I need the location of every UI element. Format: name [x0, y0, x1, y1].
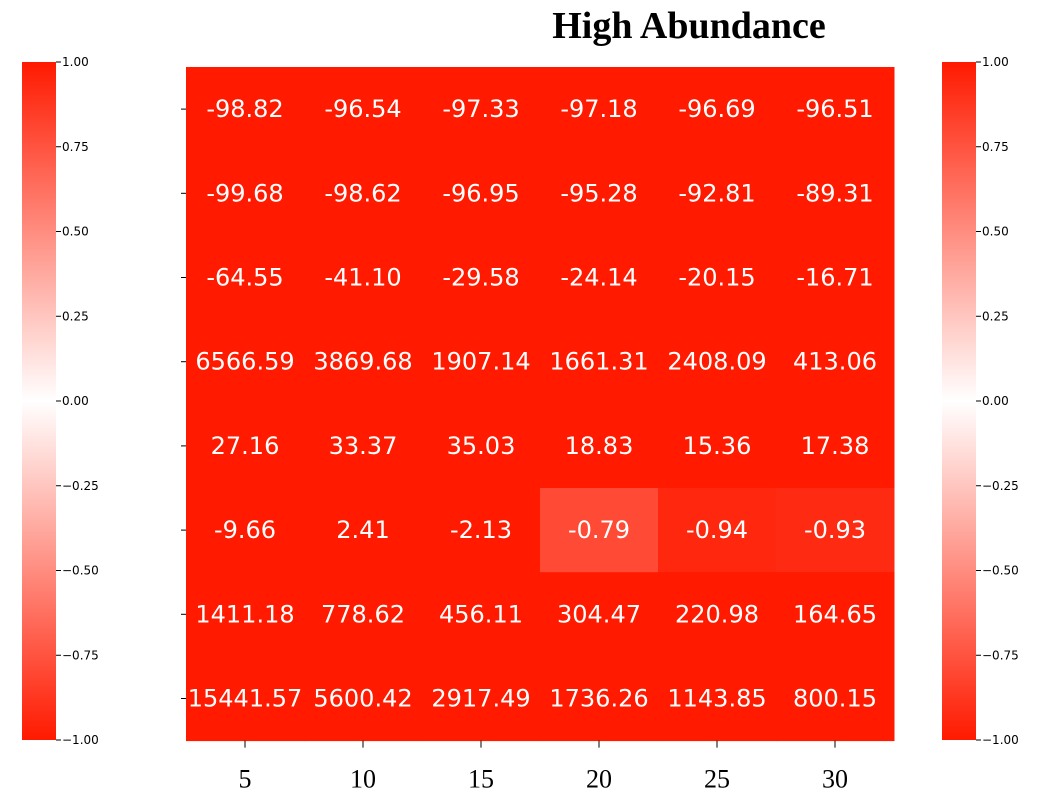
cell-value-label: -96.54: [324, 95, 401, 123]
colorbar-tick-label: 0.25: [982, 309, 1009, 323]
x-tick-label: 15: [468, 765, 494, 794]
cell-value-label: 35.03: [447, 432, 516, 460]
cell-value-label: 164.65: [793, 600, 877, 628]
x-tick-label: 25: [704, 765, 730, 794]
cell-value-label: -98.62: [324, 179, 401, 207]
cell-value-label: -92.81: [678, 179, 755, 207]
x-tick-label: 20: [586, 765, 612, 794]
cell-value-label: -97.18: [560, 95, 637, 123]
colorbar-tick-label: 0.50: [982, 225, 1009, 239]
x-tick-label: 10: [350, 765, 376, 794]
cell-value-label: -89.31: [796, 179, 873, 207]
colorbar-tick-label: 0.75: [982, 140, 1009, 154]
cell-value-label: -99.68: [206, 179, 283, 207]
cell-value-label: 800.15: [793, 685, 877, 713]
cell-value-label: -24.14: [560, 264, 637, 292]
cell-value-label: 2917.49: [431, 685, 530, 713]
cell-value-label: -98.82: [206, 95, 283, 123]
cell-value-label: 2408.09: [667, 348, 766, 376]
cell-value-label: -95.28: [560, 179, 637, 207]
cell-value-label: -97.33: [442, 95, 519, 123]
colorbar-tick-label: −0.75: [982, 648, 1019, 662]
cell-value-label: 6566.59: [195, 348, 294, 376]
chart-title: High Abundance: [552, 5, 826, 47]
cell-value-label: -20.15: [678, 264, 755, 292]
colorbar-tick-label: −0.25: [62, 479, 99, 493]
cell-value-label: 1411.18: [195, 600, 294, 628]
colorbar-tick-label: 0.00: [62, 394, 89, 408]
cell-value-label: -96.69: [678, 95, 755, 123]
cell-value-label: 3869.68: [313, 348, 412, 376]
cell-value-label: 27.16: [211, 432, 280, 460]
cell-value-label: 15441.57: [188, 685, 303, 713]
cell-value-label: 304.47: [557, 600, 641, 628]
colorbar-tick-label: −1.00: [62, 733, 99, 747]
cell-value-label: -2.13: [450, 516, 512, 544]
cell-value-label: 778.62: [321, 600, 405, 628]
colorbar-tick-label: −0.75: [62, 648, 99, 662]
cell-value-label: 413.06: [793, 348, 877, 376]
colorbar-tick-label: −0.50: [982, 564, 1019, 578]
cell-value-label: 5600.42: [313, 685, 412, 713]
cell-value-label: -0.94: [686, 516, 748, 544]
cell-value-label: 456.11: [439, 600, 523, 628]
colorbar-right: 1.00 0.75 0.50 0.25 0.00 −0.25 −0.50 −0.75 −1.00: [942, 55, 1019, 747]
x-tick-label: 30: [822, 765, 848, 794]
heatmap-grid: -98.82 -96.54 -97.33 -97.18 -96.69 -96.51 -99.…: [181, 67, 895, 741]
cell-value-label: 1736.26: [549, 685, 648, 713]
colorbar-tick-label: −1.00: [982, 733, 1019, 747]
cell-value-label: 1143.85: [667, 685, 766, 713]
cell-value-label: -96.51: [796, 95, 873, 123]
colorbar-tick-label: −0.50: [62, 564, 99, 578]
colorbar-tick-label: 1.00: [982, 55, 1009, 69]
colorbar-tick-label: −0.25: [982, 479, 1019, 493]
cell-value-label: -0.79: [568, 516, 630, 544]
colorbar-tick-label: 0.25: [62, 309, 89, 323]
cell-value-label: 33.37: [329, 432, 398, 460]
cell-value-label: 17.38: [801, 432, 870, 460]
cell-value-label: 1661.31: [549, 348, 648, 376]
cell-value-label: 18.83: [565, 432, 634, 460]
cell-value-label: 1907.14: [431, 348, 530, 376]
colorbar-tick-label: 0.75: [62, 140, 89, 154]
cell-value-label: 15.36: [683, 432, 752, 460]
cell-value-label: 220.98: [675, 600, 759, 628]
cell-value-label: 2.41: [336, 516, 389, 544]
x-axis: 5 10 15 20 25 30: [239, 741, 849, 794]
cell-value-label: -0.93: [804, 516, 866, 544]
cell-value-label: -96.95: [442, 179, 519, 207]
colorbar-left: 1.00 0.75 0.50 0.25 0.00 −0.25 −0.50 −0.75 −1.00: [22, 55, 99, 747]
colorbar-gradient: [22, 62, 56, 740]
colorbar-tick-label: 0.50: [62, 225, 89, 239]
cell-value-label: -29.58: [442, 264, 519, 292]
cell-value-label: -16.71: [796, 264, 873, 292]
cell-value-label: -64.55: [206, 264, 283, 292]
x-tick-label: 5: [239, 765, 252, 794]
cell-value-label: -41.10: [324, 264, 401, 292]
colorbar-tick-label: 0.00: [982, 394, 1009, 408]
colorbar-tick-label: 1.00: [62, 55, 89, 69]
colorbar-gradient: [942, 62, 976, 740]
cell-value-label: -9.66: [214, 516, 276, 544]
